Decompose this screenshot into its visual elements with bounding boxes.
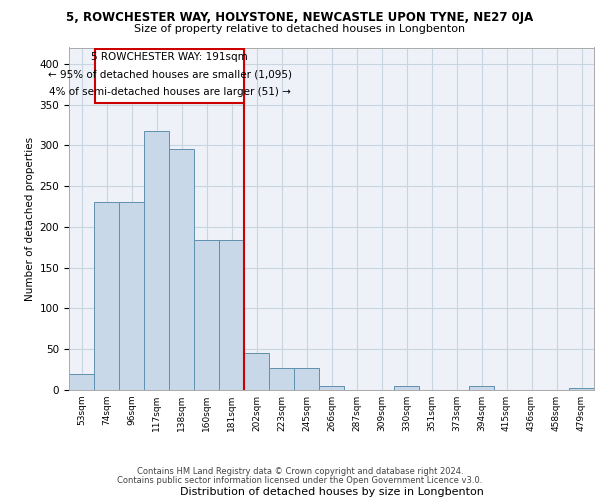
X-axis label: Distribution of detached houses by size in Longbenton: Distribution of detached houses by size … xyxy=(179,487,484,497)
Bar xyxy=(394,386,419,390)
Bar xyxy=(569,388,594,390)
Bar xyxy=(69,374,94,390)
Bar xyxy=(194,240,219,390)
Bar xyxy=(269,368,294,390)
Bar xyxy=(119,202,144,390)
Bar xyxy=(144,132,169,390)
Text: 5, ROWCHESTER WAY, HOLYSTONE, NEWCASTLE UPON TYNE, NE27 0JA: 5, ROWCHESTER WAY, HOLYSTONE, NEWCASTLE … xyxy=(67,11,533,24)
Bar xyxy=(94,202,119,390)
Text: Contains HM Land Registry data © Crown copyright and database right 2024.: Contains HM Land Registry data © Crown c… xyxy=(137,467,463,476)
Bar xyxy=(219,240,244,390)
Bar xyxy=(469,386,494,390)
Bar xyxy=(244,354,269,390)
Text: 4% of semi-detached houses are larger (51) →: 4% of semi-detached houses are larger (5… xyxy=(49,88,290,98)
Bar xyxy=(319,386,344,390)
Text: Contains public sector information licensed under the Open Government Licence v3: Contains public sector information licen… xyxy=(118,476,482,485)
Text: Size of property relative to detached houses in Longbenton: Size of property relative to detached ho… xyxy=(134,24,466,34)
Text: 5 ROWCHESTER WAY: 191sqm: 5 ROWCHESTER WAY: 191sqm xyxy=(91,52,248,62)
Y-axis label: Number of detached properties: Number of detached properties xyxy=(25,136,35,301)
Bar xyxy=(95,49,244,103)
Text: ← 95% of detached houses are smaller (1,095): ← 95% of detached houses are smaller (1,… xyxy=(47,70,292,80)
Bar xyxy=(169,148,194,390)
Bar xyxy=(294,368,319,390)
